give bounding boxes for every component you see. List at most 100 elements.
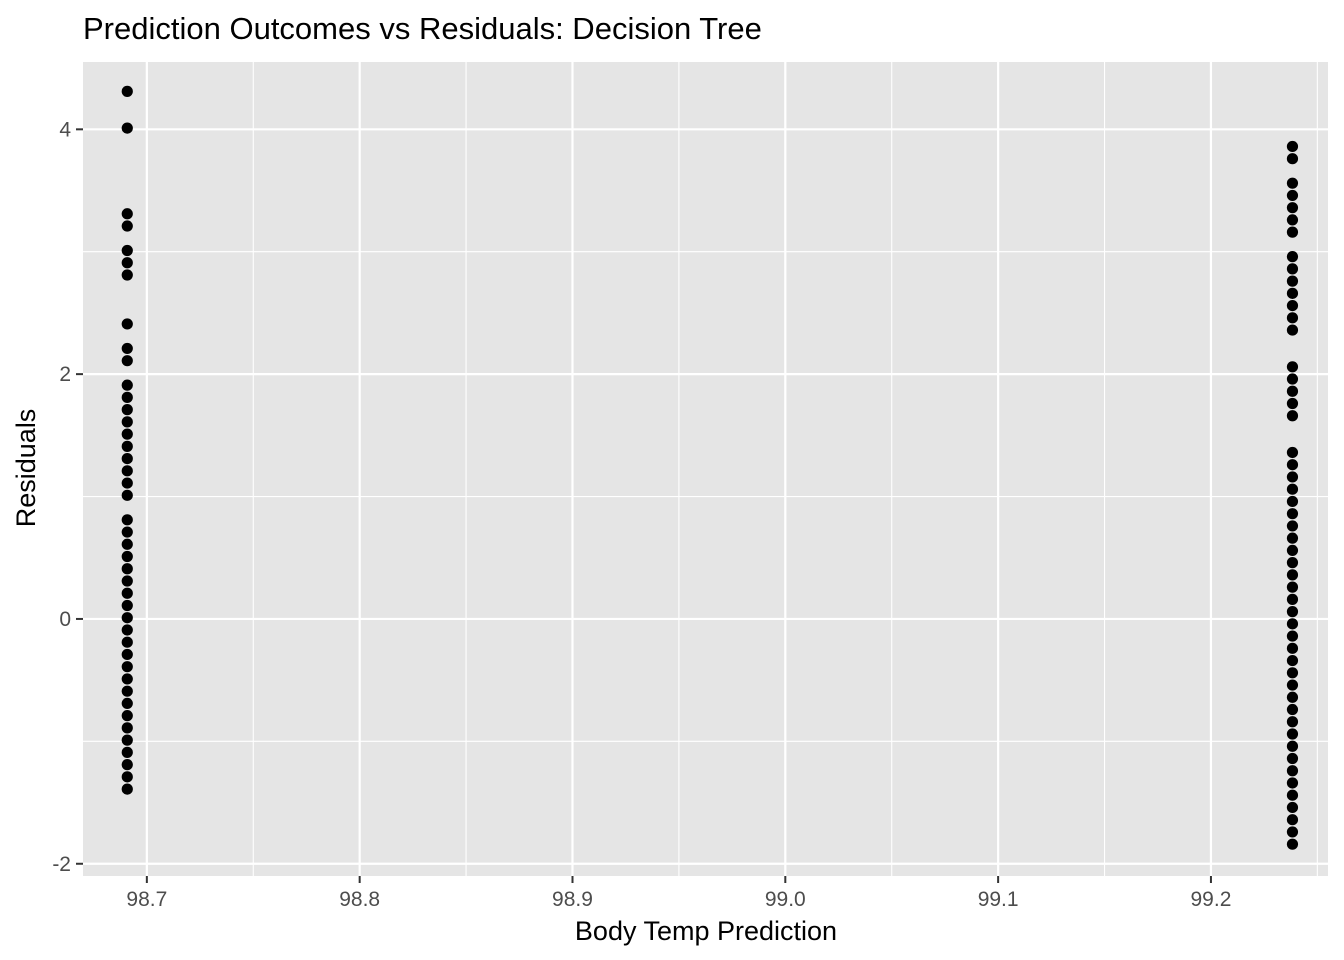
data-point — [1286, 789, 1299, 801]
data-point — [1286, 838, 1299, 850]
y-axis: -2 0 2 4 — [52, 118, 83, 876]
data-point — [1286, 630, 1299, 642]
data-point — [1286, 263, 1299, 275]
data-point — [1286, 287, 1299, 299]
data-point — [121, 563, 133, 575]
data-point — [1286, 508, 1299, 520]
data-point — [1286, 544, 1299, 557]
data-point — [121, 318, 133, 330]
data-point — [121, 734, 133, 746]
data-point — [1286, 569, 1299, 581]
data-point — [1286, 361, 1299, 373]
data-point — [121, 208, 133, 220]
data-point — [1286, 618, 1299, 630]
data-point — [121, 514, 133, 526]
data-point — [121, 746, 133, 758]
data-point — [121, 685, 133, 697]
data-point — [1286, 446, 1299, 459]
data-point — [121, 440, 133, 452]
data-point — [121, 771, 133, 783]
data-point — [1286, 765, 1299, 777]
data-point — [121, 648, 133, 661]
data-point — [121, 391, 133, 403]
data-point — [121, 697, 133, 710]
data-point — [1286, 691, 1299, 703]
data-point — [1286, 814, 1299, 826]
data-point — [1286, 373, 1299, 385]
data-point — [121, 599, 133, 612]
data-point — [121, 355, 133, 367]
data-point — [121, 379, 133, 391]
data-point — [121, 759, 133, 771]
data-point — [1286, 520, 1299, 532]
minor-gridlines — [83, 62, 1328, 876]
data-point — [1286, 716, 1299, 728]
data-point — [121, 722, 133, 734]
data-point — [121, 244, 133, 257]
x-tick-label: 98.8 — [339, 888, 380, 911]
data-point — [121, 416, 133, 428]
data-point — [1286, 385, 1299, 397]
data-point — [121, 526, 133, 538]
data-point — [1286, 471, 1299, 483]
data-point — [1286, 251, 1299, 263]
data-point — [121, 783, 133, 795]
data-point — [121, 575, 133, 587]
data-point — [1286, 728, 1299, 740]
data-point — [1286, 140, 1299, 153]
plot-panel — [83, 62, 1328, 876]
data-point — [121, 636, 133, 648]
data-point — [1286, 557, 1299, 569]
data-point — [1286, 299, 1299, 312]
data-point — [1286, 189, 1299, 202]
x-axis-title: Body Temp Prediction — [575, 916, 837, 946]
x-tick-label: 98.9 — [552, 888, 593, 911]
data-point — [121, 452, 133, 465]
data-point — [1286, 410, 1299, 422]
y-tick-label: -2 — [52, 853, 71, 876]
data-point — [1286, 202, 1299, 214]
chart-title: Prediction Outcomes vs Residuals: Decisi… — [83, 11, 762, 46]
data-point — [121, 428, 133, 440]
data-point — [1286, 667, 1299, 679]
data-point — [121, 550, 133, 563]
data-point — [121, 269, 133, 281]
data-point — [121, 85, 133, 97]
data-point — [1286, 397, 1299, 410]
data-point — [121, 710, 133, 722]
data-point — [1286, 532, 1299, 544]
data-point — [121, 342, 133, 355]
data-point — [1286, 654, 1299, 667]
data-point — [121, 257, 133, 269]
y-tick-label: 2 — [59, 363, 71, 386]
y-axis-title: Residuals — [11, 409, 41, 528]
data-point — [121, 612, 133, 624]
data-point — [1286, 801, 1299, 814]
data-point — [1286, 581, 1299, 593]
data-point — [1286, 226, 1299, 238]
x-tick-label: 99.1 — [978, 888, 1019, 911]
data-point — [1286, 483, 1299, 495]
data-point — [121, 624, 133, 636]
x-tick-label: 98.7 — [126, 888, 167, 911]
data-point — [1286, 324, 1299, 336]
y-tick-label: 4 — [59, 118, 71, 141]
data-point — [121, 477, 133, 489]
major-gridlines — [83, 62, 1328, 876]
data-point — [1286, 703, 1299, 716]
data-point — [1286, 177, 1299, 189]
data-point — [1286, 642, 1299, 654]
data-point — [1286, 214, 1299, 226]
data-point — [1286, 606, 1299, 618]
data-point — [121, 404, 133, 416]
x-axis: 98.7 98.8 98.9 99.0 99.1 99.2 — [126, 876, 1231, 911]
data-point — [1286, 826, 1299, 838]
data-point — [121, 673, 133, 685]
data-point — [1286, 752, 1299, 765]
data-point — [121, 122, 133, 134]
data-point — [1286, 275, 1299, 287]
data-point — [1286, 679, 1299, 691]
data-point — [1286, 593, 1299, 605]
